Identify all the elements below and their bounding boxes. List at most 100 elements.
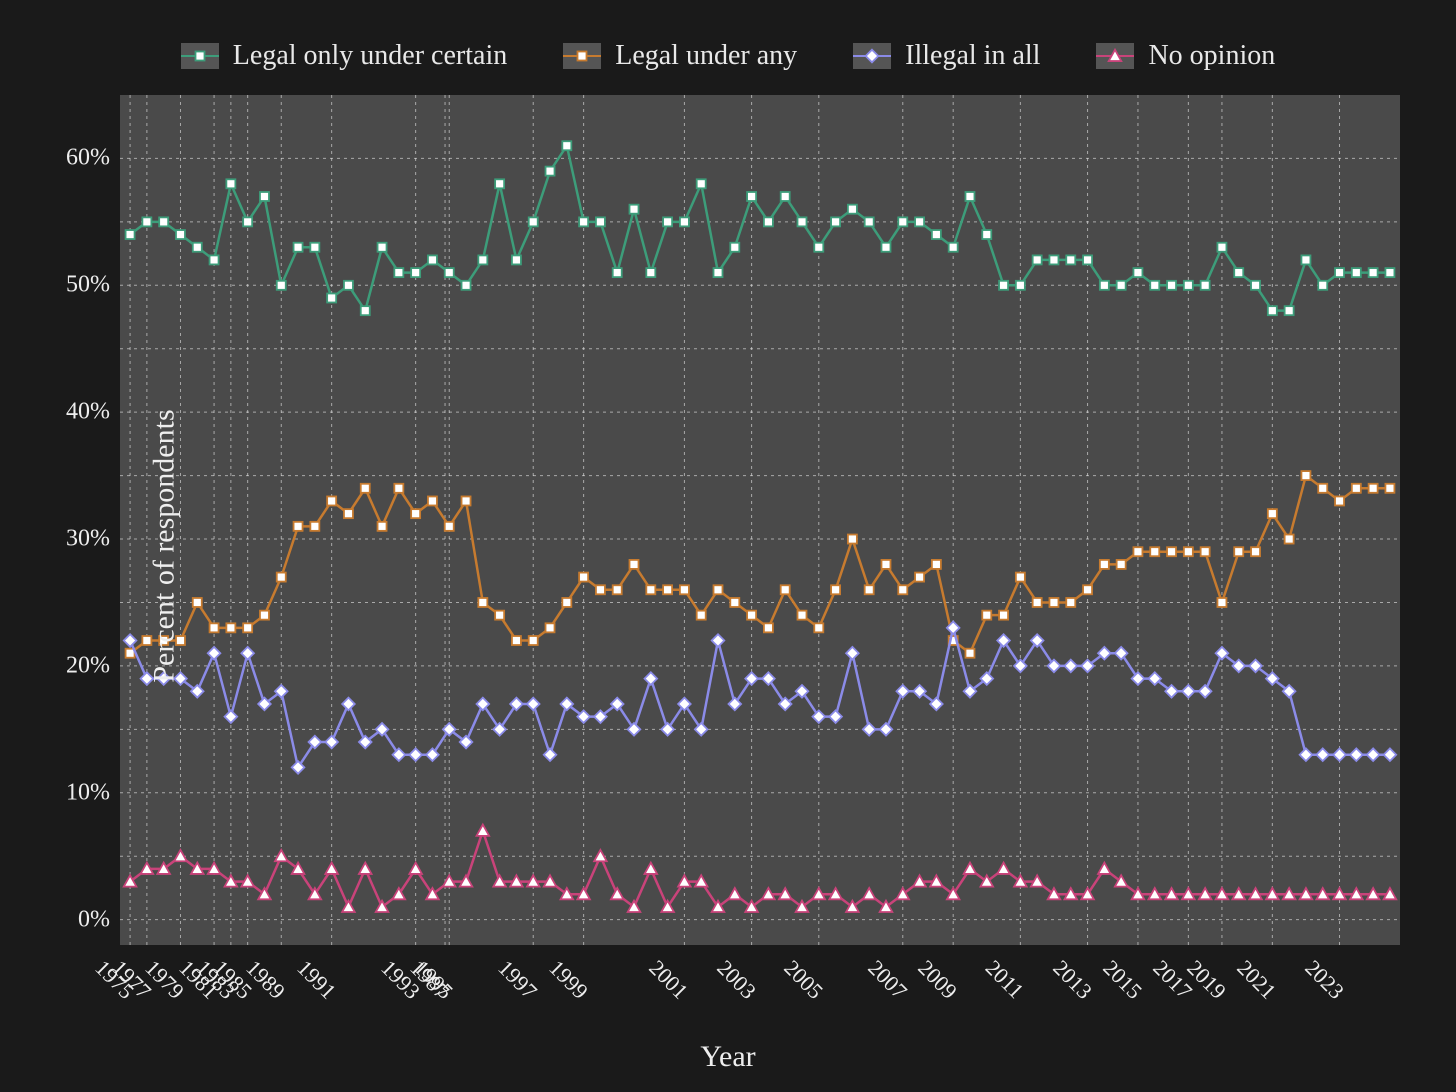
data-point [344,281,353,290]
data-point [275,850,288,861]
data-point [1318,484,1327,493]
data-point [1016,281,1025,290]
x-tick-label: 1989 [241,955,290,1004]
data-point [1300,748,1313,761]
data-point [764,623,773,632]
data-point [1117,281,1126,290]
data-point [865,217,874,226]
data-point [663,585,672,594]
data-point [478,598,487,607]
data-point [1285,306,1294,315]
x-tick-label: 1991 [291,955,340,1004]
data-point [1117,560,1126,569]
data-point [1100,281,1109,290]
data-point [562,141,571,150]
x-tick-label: 2015 [1098,955,1147,1004]
data-point [1268,509,1277,518]
legend-item: Legal only under certain [181,40,507,72]
data-point [378,522,387,531]
data-point [1316,748,1329,761]
data-point [814,623,823,632]
chart-container: Legal only under certainLegal under anyI… [0,0,1456,1092]
data-point [361,484,370,493]
data-point [142,217,151,226]
data-point [1285,535,1294,544]
data-point [730,598,739,607]
x-tick-label: 2019 [1182,955,1231,1004]
data-point [325,863,338,874]
data-point [898,217,907,226]
data-point [527,698,540,711]
data-point [611,888,624,899]
data-point [714,585,723,594]
data-point [1301,255,1310,264]
data-point [1064,660,1077,673]
data-point [1167,547,1176,556]
x-tick-label: 1999 [543,955,592,1004]
data-point [915,217,924,226]
legend-swatch [563,43,601,69]
data-point [982,611,991,620]
data-point [409,863,422,874]
data-point [428,255,437,264]
data-point [1150,281,1159,290]
data-point [896,685,909,698]
data-point [997,863,1010,874]
y-tick-label: 30% [66,526,110,553]
data-point [462,496,471,505]
data-point [596,217,605,226]
x-tick-label: 2021 [1232,955,1281,1004]
data-point [1199,685,1212,698]
legend-label: Legal under any [615,40,797,72]
data-point [645,672,658,685]
plot-area: 1975197719791981198319851987198919911993… [120,95,1400,945]
data-point [1251,547,1260,556]
data-point [729,888,742,899]
data-point [529,636,538,645]
data-point [797,217,806,226]
series-line [130,476,1390,654]
data-point [712,634,725,647]
data-point [1066,598,1075,607]
data-point [747,192,756,201]
data-point [394,268,403,277]
data-point [949,243,958,252]
data-point [310,243,319,252]
data-point [579,573,588,582]
data-point [210,255,219,264]
data-point [1033,255,1042,264]
data-point [1384,748,1397,761]
data-point [327,293,336,302]
data-point [243,217,252,226]
y-tick-label: 50% [66,272,110,299]
data-point [1133,268,1142,277]
data-point [1335,268,1344,277]
data-point [193,598,202,607]
data-point [1150,547,1159,556]
data-point [1184,281,1193,290]
data-point [1100,560,1109,569]
data-point [846,647,859,660]
data-point [1318,281,1327,290]
data-point [680,217,689,226]
data-point [645,863,658,874]
data-point [342,698,355,711]
data-point [477,825,490,836]
data-point [361,306,370,315]
data-point [1234,268,1243,277]
x-tick-label: 1997 [493,955,542,1004]
x-tick-label: 2001 [644,955,693,1004]
y-axis-label: Percent of respondents [148,409,182,682]
data-point [781,192,790,201]
data-point [495,179,504,188]
data-point [797,611,806,620]
data-point [327,496,336,505]
data-point [680,585,689,594]
data-point [932,230,941,239]
data-point [1083,585,1092,594]
data-point [478,255,487,264]
data-point [964,863,977,874]
data-point [630,205,639,214]
data-point [1369,484,1378,493]
legend-swatch [853,43,891,69]
